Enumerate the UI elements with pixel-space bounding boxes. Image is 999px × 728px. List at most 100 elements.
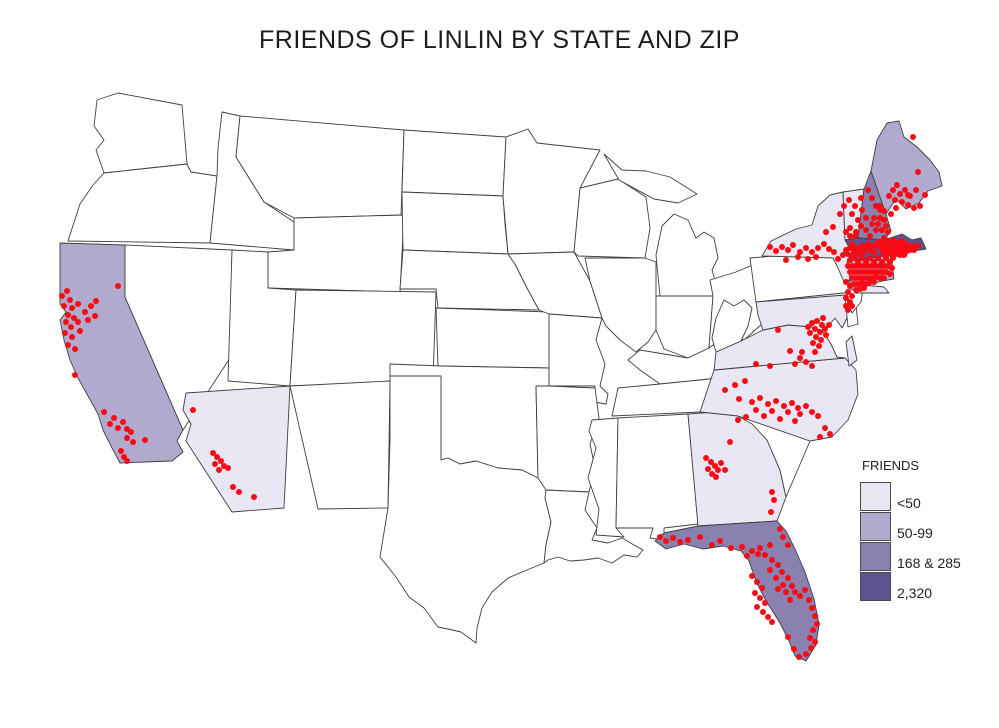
legend: FRIENDS <50 50-99 168 & 285 2,320 — [860, 458, 995, 601]
zip-dot — [230, 484, 236, 490]
zip-dot — [852, 233, 858, 239]
zip-dot — [886, 193, 892, 199]
zip-dot — [795, 254, 801, 260]
zip-dot — [757, 595, 763, 601]
zip-dot — [124, 435, 130, 441]
zip-dot — [779, 569, 785, 575]
zip-dot — [822, 425, 828, 431]
zip-dot — [816, 343, 822, 349]
zip-dot — [809, 249, 815, 255]
zip-dot — [732, 382, 738, 388]
state-la — [543, 489, 644, 564]
zip-dot — [883, 255, 889, 261]
zip-dot — [863, 227, 869, 233]
zip-dot — [915, 243, 921, 249]
zip-dot — [785, 634, 791, 640]
zip-dot — [762, 552, 768, 558]
zip-dot — [88, 303, 94, 309]
zip-dot — [820, 315, 826, 321]
zip-dot — [821, 241, 827, 247]
zip-dot — [881, 275, 887, 281]
state-mi_up — [603, 153, 698, 204]
zip-dot — [218, 458, 224, 464]
state-mo — [548, 313, 609, 405]
zip-dot — [82, 309, 88, 315]
zip-dot — [739, 544, 745, 550]
zip-dot — [849, 211, 855, 217]
zip-dot — [817, 329, 823, 335]
zip-dot — [910, 134, 916, 140]
zip-dot — [765, 401, 771, 407]
zip-dot — [897, 191, 903, 197]
legend-label: 2,320 — [897, 585, 933, 601]
state-ks — [435, 307, 550, 369]
zip-dot — [759, 585, 765, 591]
zip-dot — [754, 579, 760, 585]
zip-dot — [124, 458, 130, 464]
zip-dot — [809, 363, 815, 369]
zip-dot — [742, 378, 748, 384]
zip-dot — [85, 317, 91, 323]
state-al — [615, 413, 699, 541]
zip-dot — [130, 439, 136, 445]
zip-dot — [59, 293, 65, 299]
zip-dot — [769, 408, 775, 414]
zip-dot — [65, 342, 71, 348]
zip-dot — [767, 244, 773, 250]
zip-dot — [769, 489, 775, 495]
legend-label: <50 — [897, 495, 921, 511]
zip-dot — [806, 597, 812, 603]
zip-dot — [835, 256, 841, 262]
legend-label: 50-99 — [897, 525, 933, 541]
zip-dot — [67, 297, 73, 303]
zip-dot — [765, 614, 771, 620]
zip-dot — [813, 334, 819, 340]
zip-dot — [823, 332, 829, 338]
zip-dot — [128, 429, 134, 435]
zip-dot — [810, 627, 816, 633]
zip-dot — [805, 256, 811, 262]
zip-dot — [107, 421, 113, 427]
zip-dot — [847, 225, 853, 231]
zip-dot — [797, 355, 803, 361]
zip-dot — [812, 326, 818, 332]
zip-dot — [722, 387, 728, 393]
zip-dot — [703, 455, 709, 461]
zip-dot — [69, 334, 75, 340]
zip-dot — [783, 589, 789, 595]
zip-dot — [708, 459, 714, 465]
zip-dot — [831, 249, 837, 255]
zip-dot — [735, 417, 741, 423]
zip-dot — [75, 319, 81, 325]
zip-dot — [190, 407, 196, 413]
zip-dot — [68, 324, 74, 330]
state-va_es — [845, 335, 858, 367]
zip-dot — [773, 398, 779, 404]
zip-dot — [777, 416, 783, 422]
zip-dot — [823, 229, 829, 235]
zip-dot — [852, 203, 858, 209]
zip-dot — [845, 307, 851, 313]
zip-dot — [792, 361, 798, 367]
legend-entries: <50 50-99 168 & 285 2,320 — [860, 481, 995, 601]
zip-dot — [717, 538, 723, 544]
zip-dot — [873, 227, 879, 233]
legend-title: FRIENDS — [862, 458, 920, 473]
page-title: FRIENDS OF LINLIN BY STATE AND ZIP — [259, 26, 740, 54]
zip-dot — [849, 303, 855, 309]
zip-dot — [713, 474, 719, 480]
zip-dot — [901, 252, 907, 258]
zip-dot — [808, 645, 814, 651]
zip-dot — [905, 202, 911, 208]
state-mi — [655, 213, 719, 297]
zip-dot — [728, 545, 734, 551]
zip-dot — [892, 197, 898, 203]
zip-dot — [827, 431, 833, 437]
zip-dot — [773, 248, 779, 254]
legend-entry: <50 — [860, 481, 995, 511]
zip-dot — [780, 582, 786, 588]
zip-dot — [911, 247, 917, 253]
zip-dot — [807, 635, 813, 641]
zip-dot — [775, 327, 781, 333]
